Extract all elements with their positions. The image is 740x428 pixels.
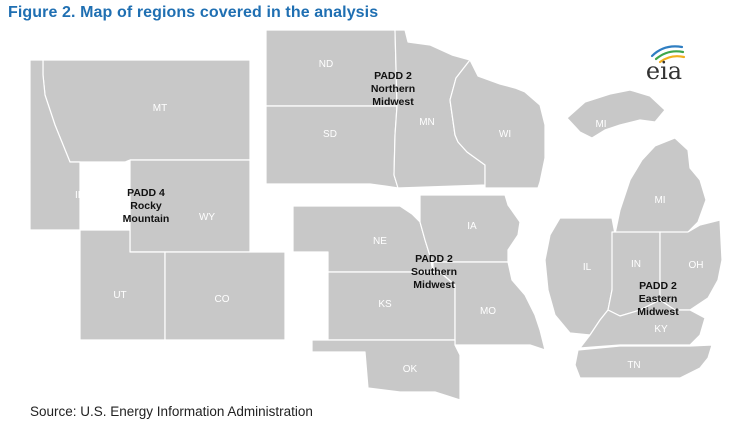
logo-arc-blue bbox=[650, 45, 684, 58]
state-label-ia: IA bbox=[467, 221, 477, 232]
state-co bbox=[164, 251, 286, 341]
state-label-tn: TN bbox=[627, 360, 640, 371]
state-label-in: IN bbox=[631, 259, 641, 270]
region-label-padd2e-line3: Midwest bbox=[637, 306, 679, 318]
state-label-sd: SD bbox=[323, 129, 337, 140]
state-label-mo: MO bbox=[480, 306, 496, 317]
state-label-ky: KY bbox=[654, 324, 668, 335]
state-label-mt: MT bbox=[153, 103, 167, 114]
state-label-ok: OK bbox=[403, 364, 418, 375]
region-label-padd4-line2: Rocky bbox=[130, 200, 162, 212]
region-padd2-northern-midwest: ND SD MN WI PADD 2 Northern Midwest bbox=[265, 29, 546, 189]
logo-arc-green bbox=[654, 50, 685, 61]
state-id bbox=[29, 59, 81, 231]
state-label-id: ID bbox=[75, 190, 85, 201]
state-label-ne: NE bbox=[373, 236, 387, 247]
state-mo bbox=[432, 261, 546, 351]
region-label-padd2e-line1: PADD 2 bbox=[639, 280, 677, 292]
eia-logo: eia bbox=[646, 45, 686, 85]
state-label-co: CO bbox=[215, 294, 230, 305]
state-label-mi-lower: MI bbox=[654, 195, 665, 206]
region-label-padd2s-line2: Southern bbox=[411, 266, 457, 278]
figure-title: Figure 2. Map of regions covered in the … bbox=[8, 4, 379, 21]
region-padd2-southern-midwest: NE IA KS MO OK PADD 2 Southern Midwest bbox=[292, 194, 546, 401]
state-mi-upper bbox=[566, 89, 666, 139]
state-mi-lower bbox=[614, 137, 707, 235]
region-label-padd4-line1: PADD 4 bbox=[127, 187, 165, 199]
state-label-mi-upper: MI bbox=[595, 119, 606, 130]
state-label-ks: KS bbox=[378, 299, 392, 310]
state-ne bbox=[292, 205, 434, 273]
region-label-padd2e-line2: Eastern bbox=[639, 293, 678, 305]
state-label-oh: OH bbox=[689, 260, 704, 271]
region-label-padd4-line3: Mountain bbox=[123, 213, 170, 225]
state-tn bbox=[574, 344, 713, 379]
state-label-wy: WY bbox=[199, 212, 215, 223]
region-padd2-eastern-midwest: MI MI IL IN OH KY TN PADD 2 Eastern Midw… bbox=[544, 89, 723, 379]
region-label-padd2n-line3: Midwest bbox=[372, 96, 414, 108]
state-label-wi: WI bbox=[499, 129, 511, 140]
region-padd4-rocky-mountain: MT ID WY UT CO PADD 4 Rocky Mountain bbox=[29, 59, 286, 341]
source-note: Source: U.S. Energy Information Administ… bbox=[30, 404, 313, 419]
state-label-nd: ND bbox=[319, 59, 333, 70]
state-ia bbox=[419, 194, 521, 263]
state-mt bbox=[42, 59, 251, 163]
region-label-padd2n-line2: Northern bbox=[371, 83, 415, 95]
state-ok bbox=[311, 339, 461, 401]
region-label-padd2s-line1: PADD 2 bbox=[415, 253, 453, 265]
logo-arc-yellow bbox=[658, 55, 686, 64]
region-label-padd2n-line1: PADD 2 bbox=[374, 70, 412, 82]
state-label-mn: MN bbox=[419, 117, 435, 128]
state-ky bbox=[579, 299, 706, 349]
region-label-padd2s-line3: Midwest bbox=[413, 279, 455, 291]
state-label-ut: UT bbox=[113, 290, 126, 301]
state-label-il: IL bbox=[583, 262, 592, 273]
state-sd bbox=[265, 105, 399, 189]
logo-text: eia bbox=[646, 57, 682, 85]
state-wi bbox=[449, 59, 546, 189]
